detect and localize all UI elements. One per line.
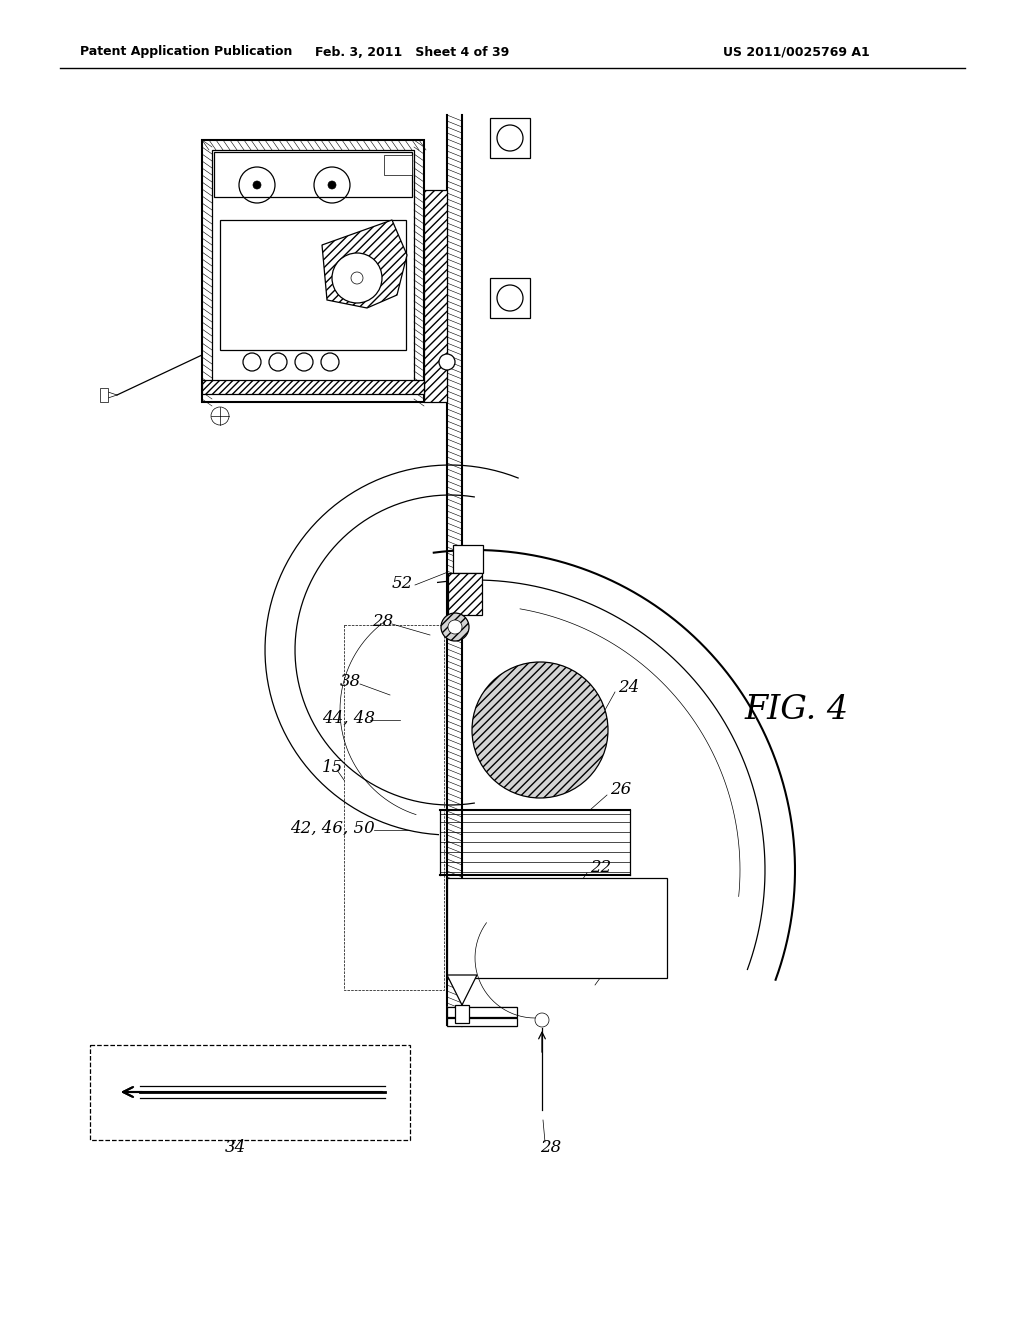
Circle shape (472, 663, 608, 799)
Text: 54: 54 (614, 949, 635, 966)
Bar (490, 117, 530, 158)
Text: Patent Application Publication: Patent Application Publication (80, 45, 293, 58)
Text: Feb. 3, 2011   Sheet 4 of 39: Feb. 3, 2011 Sheet 4 of 39 (314, 45, 509, 58)
Polygon shape (424, 190, 447, 403)
Bar (490, 279, 530, 318)
Bar (214, 152, 412, 197)
Bar (384, 154, 412, 176)
Polygon shape (322, 220, 407, 308)
Circle shape (332, 253, 382, 304)
Text: 26: 26 (610, 781, 631, 799)
Circle shape (328, 181, 336, 189)
Bar (453, 545, 483, 573)
Bar (212, 150, 414, 392)
Polygon shape (449, 573, 482, 615)
Bar (90, 1045, 410, 1140)
Text: 15: 15 (322, 759, 343, 776)
Bar (202, 380, 424, 393)
Circle shape (439, 354, 455, 370)
Circle shape (441, 612, 469, 642)
Text: 42, 46, 50: 42, 46, 50 (290, 820, 375, 837)
Circle shape (449, 620, 462, 634)
Bar (447, 1007, 517, 1016)
Circle shape (253, 181, 261, 189)
Text: US 2011/0025769 A1: US 2011/0025769 A1 (723, 45, 870, 58)
Bar (202, 140, 424, 403)
Text: 52: 52 (392, 574, 414, 591)
Text: 34: 34 (225, 1139, 246, 1156)
Text: 24: 24 (618, 680, 639, 697)
Bar (220, 220, 406, 350)
Bar (447, 878, 667, 978)
Bar (447, 1018, 517, 1026)
Text: 22: 22 (590, 859, 611, 876)
Polygon shape (447, 975, 477, 1005)
Bar (455, 1005, 469, 1023)
Circle shape (351, 272, 362, 284)
Text: 28: 28 (372, 614, 393, 631)
Text: FIG. 4: FIG. 4 (745, 694, 849, 726)
Text: 44, 48: 44, 48 (322, 710, 375, 726)
Bar (100, 388, 108, 403)
Bar (344, 624, 444, 990)
Text: 38: 38 (340, 673, 361, 690)
Text: 28: 28 (540, 1139, 561, 1156)
